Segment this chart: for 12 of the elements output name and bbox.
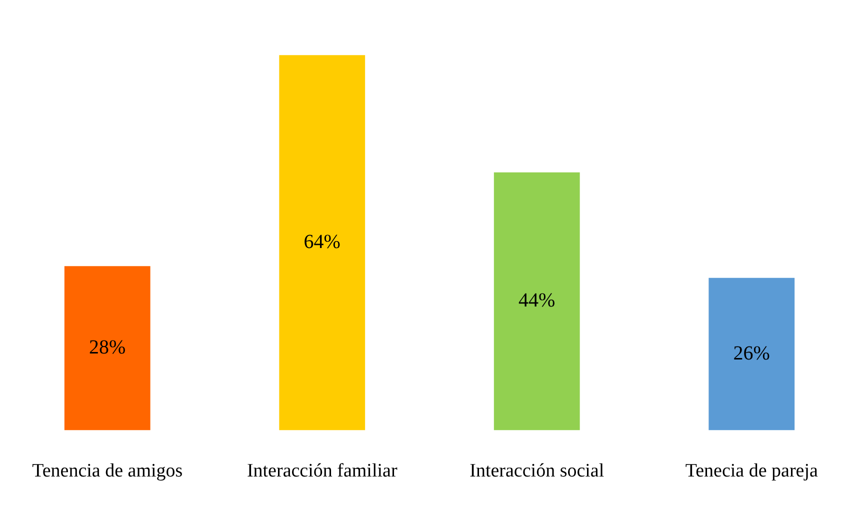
data-label: 64%	[304, 230, 340, 253]
x-tick-label: Tenencia de amigos	[32, 460, 183, 482]
data-label: 44%	[518, 290, 556, 312]
x-tick-label: Interacción familiar	[246, 460, 398, 482]
bar	[494, 172, 580, 430]
bar	[279, 55, 366, 430]
data-label: 26%	[733, 342, 770, 364]
bar	[708, 278, 795, 430]
x-tick-label: Tenecia de pareja	[685, 460, 818, 482]
bar	[64, 266, 150, 430]
x-tick-label: Interacción social	[470, 460, 604, 482]
data-label: 28%	[89, 336, 126, 358]
